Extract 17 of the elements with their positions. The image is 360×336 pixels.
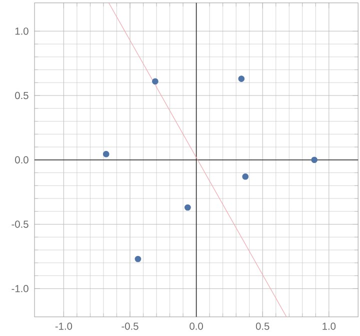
x-tick-label: 0.0 xyxy=(190,322,203,330)
point xyxy=(134,256,142,262)
point xyxy=(242,173,249,180)
point xyxy=(102,150,110,158)
x-tick-label: -1.0 xyxy=(55,322,72,330)
x-tick-label: 1.0 xyxy=(322,322,336,330)
y-tick-label: -1.0 xyxy=(12,285,28,292)
point xyxy=(311,156,318,164)
y-tick-label: 1.0 xyxy=(15,28,28,35)
y-tick-label: -0.5 xyxy=(12,220,28,228)
y-tick-label: 0.5 xyxy=(15,92,28,100)
point xyxy=(184,204,191,211)
x-tick-label: 0.5 xyxy=(256,322,270,330)
point xyxy=(152,78,158,85)
x-tick-label: -0.5 xyxy=(122,322,138,330)
y-tick-label: 0.0 xyxy=(15,156,28,164)
point xyxy=(238,76,245,82)
